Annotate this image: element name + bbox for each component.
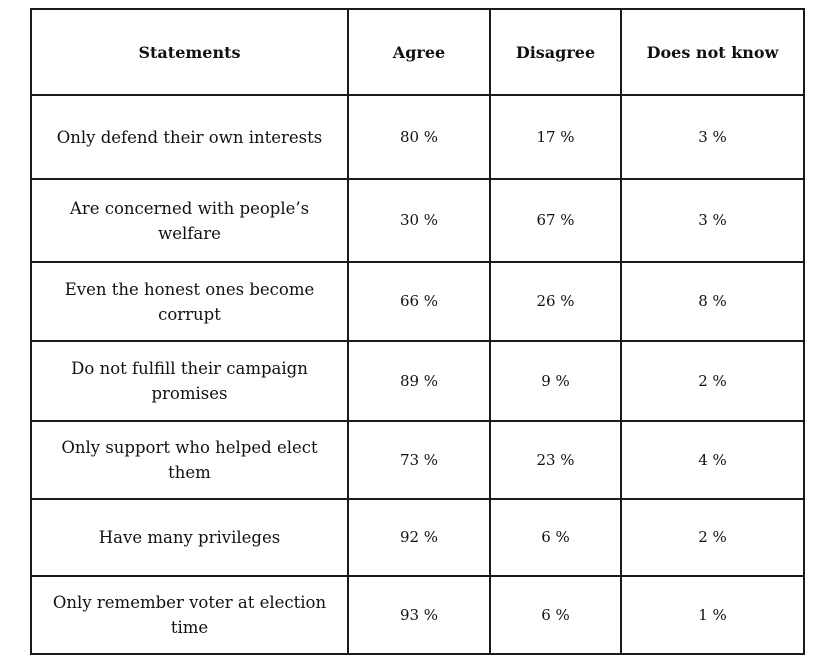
header-agree: Agree [347,8,491,96]
table-row: Only support who helped elect them 73 % … [30,420,805,500]
does-not-know-cell: 2 % [620,340,805,422]
survey-table: Statements Agree Disagree Does not know … [30,8,805,655]
table-row: Have many privileges 92 % 6 % 2 % [30,498,805,577]
disagree-cell: 67 % [489,178,622,263]
table-row: Only remember voter at election time 93 … [30,575,805,655]
statement-cell: Only defend their own interests [30,94,349,180]
statement-cell: Only remember voter at election time [30,575,349,655]
statement-cell: Even the honest ones become corrupt [30,261,349,342]
table-row: Do not fulfill their campaign promises 8… [30,340,805,422]
statement-cell: Have many privileges [30,498,349,577]
agree-cell: 66 % [347,261,491,342]
does-not-know-cell: 4 % [620,420,805,500]
does-not-know-cell: 8 % [620,261,805,342]
agree-cell: 73 % [347,420,491,500]
statement-cell: Only support who helped elect them [30,420,349,500]
disagree-cell: 6 % [489,498,622,577]
table-row: Only defend their own interests 80 % 17 … [30,94,805,180]
statement-cell: Do not fulfill their campaign promises [30,340,349,422]
does-not-know-cell: 1 % [620,575,805,655]
header-does-not-know: Does not know [620,8,805,96]
agree-cell: 89 % [347,340,491,422]
header-disagree: Disagree [489,8,622,96]
agree-cell: 80 % [347,94,491,180]
disagree-cell: 26 % [489,261,622,342]
header-statements: Statements [30,8,349,96]
does-not-know-cell: 3 % [620,94,805,180]
does-not-know-cell: 2 % [620,498,805,577]
disagree-cell: 9 % [489,340,622,422]
disagree-cell: 17 % [489,94,622,180]
does-not-know-cell: 3 % [620,178,805,263]
table-row: Even the honest ones become corrupt 66 %… [30,261,805,342]
table-row: Are concerned with people’s welfare 30 %… [30,178,805,263]
agree-cell: 93 % [347,575,491,655]
header-row: Statements Agree Disagree Does not know [30,8,805,96]
statement-cell: Are concerned with people’s welfare [30,178,349,263]
agree-cell: 92 % [347,498,491,577]
disagree-cell: 6 % [489,575,622,655]
disagree-cell: 23 % [489,420,622,500]
agree-cell: 30 % [347,178,491,263]
